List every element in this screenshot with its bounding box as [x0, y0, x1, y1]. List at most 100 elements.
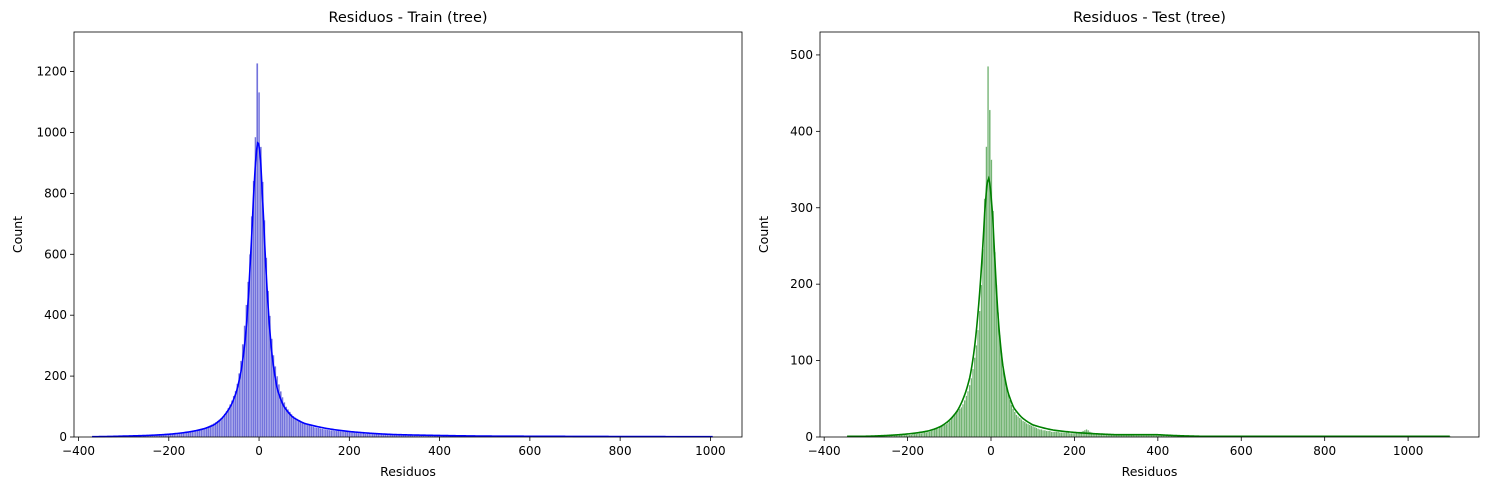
y-tick-label: 0: [805, 430, 813, 444]
histogram-bar: [377, 434, 380, 438]
histogram-bar: [973, 357, 976, 438]
histogram-bar: [351, 432, 354, 438]
histogram-bar: [1025, 423, 1028, 438]
x-tick-label: 600: [518, 444, 541, 458]
histogram-bar: [1037, 428, 1040, 438]
histogram-bar: [1048, 430, 1051, 438]
histogram-bar: [918, 433, 921, 438]
x-tick-label: 600: [1230, 444, 1253, 458]
x-axis-label: Residuos: [380, 464, 436, 479]
histogram-bar: [326, 429, 329, 438]
histogram-bar: [371, 433, 374, 438]
histogram-bar: [987, 66, 990, 438]
histogram-bar: [945, 423, 948, 438]
histogram-bar: [1002, 368, 1005, 438]
histogram-bar: [943, 424, 946, 438]
histogram-bar: [342, 431, 345, 438]
y-tick-label: 1200: [36, 65, 67, 79]
histogram-bar: [368, 433, 371, 438]
histogram-bar: [360, 433, 363, 438]
histogram-bar: [1050, 431, 1053, 438]
histogram-bar: [357, 432, 360, 438]
y-tick-label: 100: [790, 354, 813, 368]
y-tick-label: 800: [44, 186, 67, 200]
histogram-bar: [947, 422, 950, 438]
y-tick-label: 1000: [36, 125, 67, 139]
histogram-bar: [332, 430, 335, 438]
histogram-bar: [1073, 433, 1076, 438]
histogram-bar: [294, 417, 297, 438]
histogram-bar: [337, 430, 340, 438]
histogram-bar: [328, 429, 331, 438]
histogram-bar: [1038, 429, 1041, 438]
histogram-bar: [927, 431, 929, 438]
x-tick-label: 1000: [695, 444, 726, 458]
histogram-bar: [1030, 425, 1033, 438]
histogram-bar: [938, 426, 941, 438]
histogram-bar: [299, 421, 302, 438]
histogram-bar: [313, 427, 317, 438]
histogram-bar: [1000, 352, 1003, 438]
histogram-bar: [982, 248, 985, 438]
histogram-bar: [913, 433, 916, 438]
histogram-bar: [928, 431, 931, 438]
histogram-bar: [348, 432, 351, 438]
histogram-bar: [1045, 430, 1048, 438]
histogram-bar: [184, 432, 187, 438]
x-tick-label: 0: [987, 444, 995, 458]
histogram-bar: [960, 407, 963, 438]
histogram-bar: [932, 429, 934, 438]
histogram-bar: [977, 329, 980, 438]
histogram-bar: [220, 417, 223, 438]
histogram-bar: [952, 416, 955, 438]
histogram-bar: [970, 378, 973, 438]
histogram-bar: [923, 432, 926, 438]
histogram-bar: [948, 420, 951, 438]
x-tick-label: −400: [62, 444, 95, 458]
histogram-bar: [335, 430, 338, 438]
histogram-bar: [312, 426, 315, 438]
histogram-bar: [341, 431, 344, 438]
histogram-bar: [303, 423, 306, 438]
y-tick-label: 0: [59, 430, 67, 444]
histogram-bar: [1088, 431, 1091, 438]
histogram-bar: [1015, 414, 1018, 438]
x-tick-label: −200: [152, 444, 185, 458]
histogram-bar: [308, 425, 311, 438]
histogram-bar: [930, 430, 933, 438]
histogram-bar: [950, 418, 953, 438]
histogram-bar: [968, 384, 971, 438]
histogram-bar: [189, 431, 192, 438]
histogram-bar: [937, 428, 939, 438]
histogram-bar: [965, 395, 968, 438]
histogram-bar: [1020, 419, 1023, 438]
histogram-bar: [1027, 423, 1030, 438]
histogram-bar: [933, 429, 936, 438]
histogram-bar: [1017, 416, 1020, 438]
histogram-bar: [1060, 432, 1063, 438]
histogram-bar: [304, 423, 308, 438]
histogram-bar: [1013, 411, 1016, 438]
histogram-bar: [364, 433, 367, 438]
histogram-bar: [369, 433, 373, 438]
histogram-bar: [1043, 429, 1046, 438]
histogram-bar: [940, 426, 943, 438]
histogram-bar: [321, 428, 324, 438]
histogram-bar: [333, 430, 336, 438]
histogram-bar: [1003, 378, 1006, 438]
histogram-bar: [958, 408, 961, 438]
histogram-bar: [1062, 432, 1065, 438]
histogram-bar: [301, 422, 304, 438]
histogram-bar: [1033, 426, 1036, 438]
y-tick-label: 400: [790, 124, 813, 138]
histogram-bar: [324, 429, 327, 438]
y-tick-label: 200: [44, 369, 67, 383]
x-tick-label: 200: [1063, 444, 1086, 458]
histogram-bar: [953, 413, 956, 438]
histogram-bar: [344, 431, 347, 438]
histogram-bar: [319, 428, 322, 438]
histogram-bar: [1023, 421, 1026, 438]
histogram-bar: [922, 432, 924, 438]
y-tick-label: 200: [790, 277, 813, 291]
